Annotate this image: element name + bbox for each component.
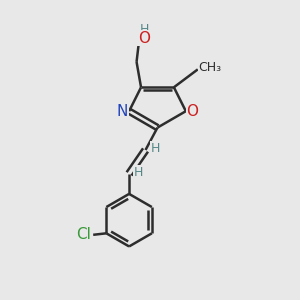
Text: N: N — [117, 104, 128, 119]
Text: O: O — [186, 104, 198, 119]
Text: H: H — [150, 142, 160, 155]
Text: H: H — [139, 23, 149, 37]
Text: H: H — [134, 166, 143, 179]
Text: CH₃: CH₃ — [198, 61, 221, 74]
Text: O: O — [138, 31, 150, 46]
Text: Cl: Cl — [76, 227, 91, 242]
